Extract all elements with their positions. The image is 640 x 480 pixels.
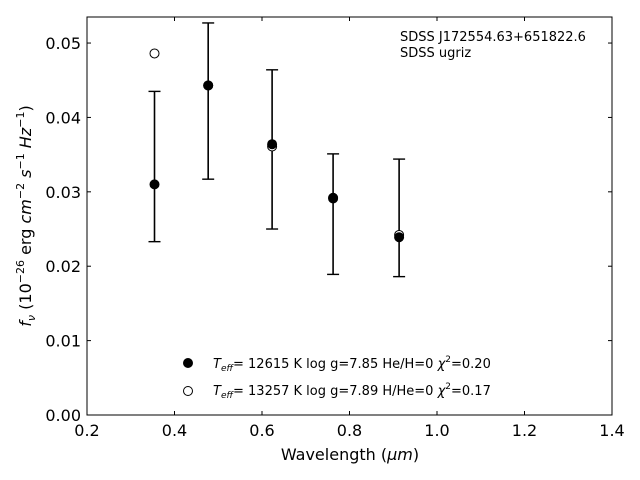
legend-label-2: Teff= 13257 K log g=7.89 H/He=0 χ2=0.17	[213, 382, 491, 401]
y-tick-label: 0.04	[45, 108, 81, 127]
y-tick-label: 0.03	[45, 183, 81, 202]
data-point-filled	[203, 80, 214, 91]
y-tick-label: 0.05	[45, 34, 81, 53]
x-tick-label: 1.0	[424, 421, 449, 440]
x-tick-label: 1.2	[512, 421, 537, 440]
y-tick-label: 0.01	[45, 332, 81, 351]
object-name-annotation: SDSS J172554.63+651822.6	[400, 30, 586, 45]
x-axis-ticks: 0.2 0.4 0.6 0.8 1.0 1.2 1.4	[74, 17, 625, 440]
legend: Teff= 12615 K log g=7.85 He/H=0 χ2=0.20 …	[183, 355, 491, 401]
legend-label-1: Teff= 12615 K log g=7.85 He/H=0 χ2=0.20	[213, 355, 491, 374]
x-axis-label: Wavelength (μm)	[281, 445, 419, 464]
survey-annotation: SDSS ugriz	[400, 46, 471, 61]
error-bars	[148, 22, 406, 278]
x-tick-label: 0.2	[74, 421, 99, 440]
data-point-filled	[149, 179, 160, 190]
y-tick-label: 0.00	[45, 406, 81, 425]
data-point-open	[149, 48, 160, 59]
data-point-filled	[394, 232, 405, 243]
data-point-filled	[267, 139, 278, 150]
x-tick-label: 0.4	[162, 421, 187, 440]
y-axis-label: fν (10−26 erg cm−2 s−1 Hz−1)	[14, 105, 38, 326]
data-point-filled	[328, 192, 339, 203]
x-tick-label: 1.4	[599, 421, 624, 440]
x-tick-label: 0.6	[249, 421, 274, 440]
legend-marker-filled	[183, 358, 193, 368]
plot-frame	[86, 16, 613, 416]
legend-marker-open	[183, 386, 193, 396]
y-tick-label: 0.02	[45, 257, 81, 276]
x-tick-label: 0.8	[337, 421, 362, 440]
y-axis-ticks: 0.00 0.01 0.02 0.03 0.04 0.05	[45, 34, 612, 425]
model-markers	[149, 48, 405, 243]
